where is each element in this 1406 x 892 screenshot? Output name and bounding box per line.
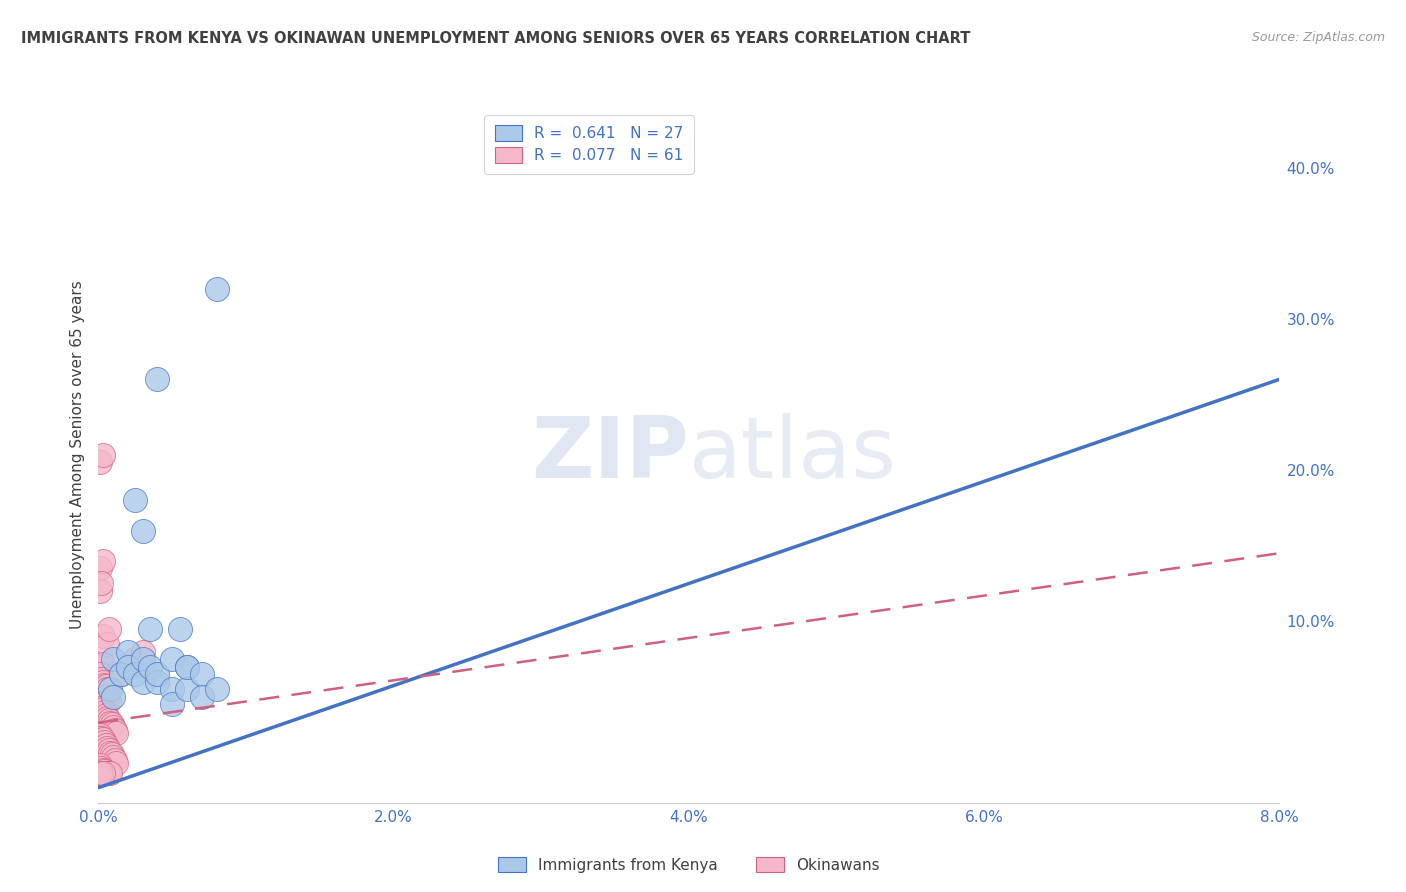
Point [176,659,198,673]
Point [96,765,118,780]
Point [98,765,121,780]
Point [124,493,146,508]
Point [89,584,111,599]
Point [97,743,120,757]
Point [90,672,112,686]
Point [132,644,155,658]
Point [110,667,132,681]
Point [146,372,169,386]
Point [90,761,112,775]
Point [117,659,139,673]
Point [104,754,127,768]
Point [96,682,118,697]
Point [97,765,120,780]
Point [89,659,111,673]
Point [146,674,169,689]
Point [100,747,122,762]
Point [98,715,121,730]
Point [94,765,117,780]
Point [94,690,117,704]
Point [191,690,214,704]
Text: Source: ZipAtlas.com: Source: ZipAtlas.com [1251,31,1385,45]
Point [96,741,118,756]
Point [91,763,114,777]
Y-axis label: Unemployment Among Seniors over 65 years: Unemployment Among Seniors over 65 years [69,281,84,629]
Point [176,682,198,697]
Point [89,561,111,575]
Point [162,652,183,666]
Point [91,732,114,747]
Point [132,652,155,666]
Point [117,644,139,658]
Point [93,735,115,749]
Point [103,720,125,734]
Point [162,682,183,697]
Point [146,667,169,681]
Point [93,678,115,692]
Point [91,702,114,716]
Point [96,693,118,707]
Point [124,667,146,681]
Point [98,746,121,760]
Point [89,455,111,469]
Point [176,659,198,673]
Point [139,622,162,636]
Text: atlas: atlas [689,413,897,497]
Point [117,659,139,673]
Point [94,708,117,723]
Point [97,694,120,708]
Point [90,576,112,591]
Point [205,281,228,295]
Point [94,679,117,693]
Point [94,739,117,753]
Point [91,765,114,780]
Point [91,629,114,643]
Point [105,756,128,771]
Point [103,750,125,764]
Point [93,764,115,778]
Point [93,705,115,719]
Point [91,448,114,462]
Point [162,698,183,712]
Point [104,723,127,738]
Point [89,667,111,681]
Point [98,682,121,697]
Point [124,652,146,666]
Text: ZIP: ZIP [531,413,689,497]
Point [132,674,155,689]
Point [89,758,111,772]
Point [169,622,191,636]
Point [97,622,120,636]
Point [191,667,214,681]
Text: IMMIGRANTS FROM KENYA VS OKINAWAN UNEMPLOYMENT AMONG SENIORS OVER 65 YEARS CORRE: IMMIGRANTS FROM KENYA VS OKINAWAN UNEMPL… [21,31,970,46]
Point [90,731,112,745]
Point [205,682,228,697]
Point [132,524,155,538]
Point [105,726,128,740]
Point [139,659,162,673]
Point [103,652,125,666]
Point [90,700,112,714]
Point [91,674,114,689]
Point [89,698,111,712]
Point [89,728,111,742]
Legend: Immigrants from Kenya, Okinawans: Immigrants from Kenya, Okinawans [492,850,886,879]
Point [96,711,118,725]
Point [90,765,112,780]
Point [91,554,114,568]
Point [110,667,132,681]
Point [89,765,111,780]
Point [90,659,112,673]
Point [103,690,125,704]
Point [91,657,114,671]
Point [89,765,111,780]
Point [97,713,120,727]
Point [96,637,118,651]
Point [100,717,122,731]
